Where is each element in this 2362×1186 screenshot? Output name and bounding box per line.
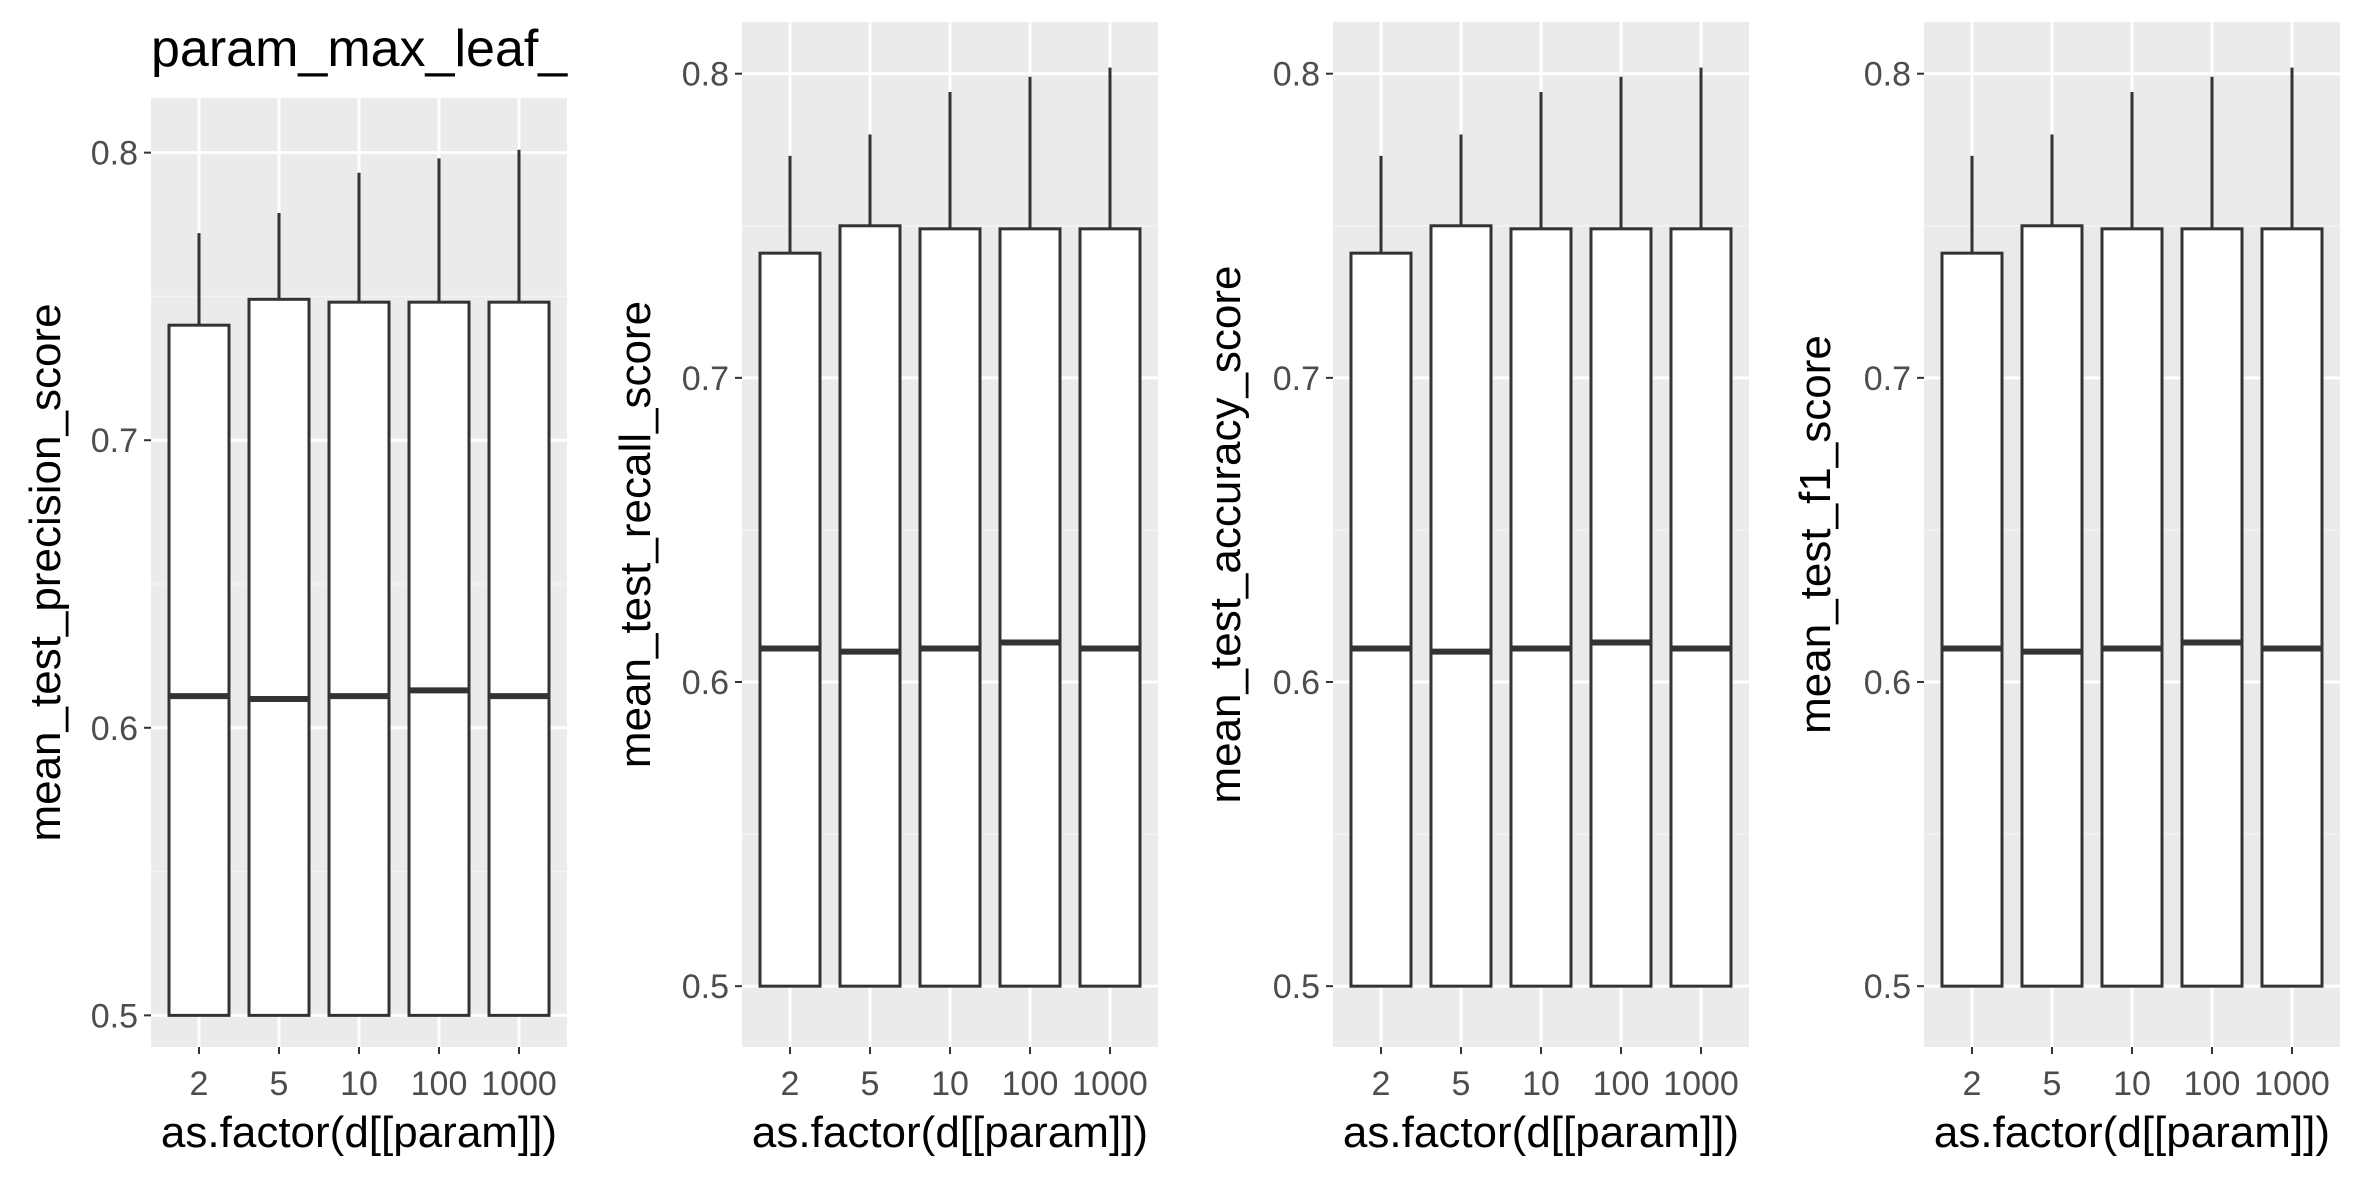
- box-5: [247, 213, 311, 1017]
- box-body: [918, 227, 982, 988]
- x-tick-label: 100: [2184, 1065, 2241, 1103]
- box-body: [1509, 227, 1573, 988]
- box-body: [327, 300, 391, 1017]
- x-axis-title: as.factor(d[[param]]): [1343, 1108, 1739, 1157]
- y-tick-label: 0.6: [1864, 664, 1911, 702]
- x-tick-label: 10: [340, 1065, 378, 1103]
- x-axis-title: as.factor(d[[param]]): [161, 1108, 557, 1157]
- x-tick-label: 2: [1372, 1065, 1391, 1103]
- y-tick-label: 0.7: [1273, 360, 1320, 398]
- x-tick-label: 100: [411, 1065, 468, 1103]
- box-10: [1509, 91, 1573, 988]
- box-body: [487, 300, 551, 1017]
- chart-panel: 0.5 0.6 0.7 0.8 2 5 10 100 1000 as.factor(d[[para…: [1791, 22, 2340, 1157]
- box-body: [1940, 251, 2004, 988]
- y-tick-label: 0.8: [682, 56, 729, 94]
- y-tick-label: 0.5: [1273, 968, 1320, 1006]
- box-100: [2180, 76, 2244, 988]
- x-tick-label: 5: [270, 1065, 289, 1103]
- y-tick-label: 0.5: [91, 997, 138, 1035]
- box-10: [918, 91, 982, 988]
- x-axis-title: as.factor(d[[param]]): [752, 1108, 1148, 1157]
- y-axis-title: mean_test_f1_score: [1791, 335, 1840, 734]
- x-tick-label: 100: [1002, 1065, 1059, 1103]
- box-2: [1940, 155, 2004, 988]
- chart-panel: 0.5 0.6 0.7 0.8 2 5 10 100 1000 as.factor(d[[para…: [21, 20, 568, 1157]
- chart-panel: 0.5 0.6 0.7 0.8 2 5 10 100 1000 as.factor(d[[para…: [611, 22, 1158, 1157]
- box-10: [327, 172, 391, 1017]
- x-tick-label: 1000: [1072, 1065, 1148, 1103]
- box-body: [758, 251, 822, 988]
- box-body: [1589, 227, 1653, 988]
- chart-title: param_max_leaf_: [151, 20, 568, 78]
- y-tick-label: 0.6: [1273, 664, 1320, 702]
- box-100: [1589, 76, 1653, 988]
- x-tick-label: 1000: [1663, 1065, 1739, 1103]
- box-1000: [487, 149, 551, 1017]
- box-1000: [1669, 67, 1733, 988]
- x-tick-label: 10: [2113, 1065, 2151, 1103]
- y-tick-label: 0.7: [91, 422, 138, 460]
- x-tick-label: 2: [781, 1065, 800, 1103]
- box-body: [998, 227, 1062, 988]
- chart-panel: 0.5 0.6 0.7 0.8 2 5 10 100 1000 as.factor(d[[para…: [1201, 22, 1749, 1157]
- box-2: [1349, 155, 1413, 988]
- y-axis-title: mean_test_precision_score: [21, 303, 70, 841]
- x-tick-label: 100: [1593, 1065, 1650, 1103]
- box-body: [1078, 227, 1142, 988]
- box-body: [2020, 224, 2084, 988]
- y-axis-title: mean_test_accuracy_score: [1201, 265, 1250, 803]
- y-tick-label: 0.7: [1864, 360, 1911, 398]
- box-body: [2180, 227, 2244, 988]
- box-5: [2020, 134, 2084, 988]
- y-axis-title: mean_test_recall_score: [611, 301, 660, 768]
- box-body: [247, 297, 311, 1017]
- x-tick-label: 2: [1963, 1065, 1982, 1103]
- box-10: [2100, 91, 2164, 988]
- y-tick-label: 0.8: [91, 135, 138, 173]
- box-2: [167, 233, 231, 1017]
- y-tick-label: 0.6: [682, 664, 729, 702]
- x-axis-title: as.factor(d[[param]]): [1934, 1108, 2330, 1157]
- box-body: [1669, 227, 1733, 988]
- x-tick-label: 2: [190, 1065, 209, 1103]
- x-tick-label: 10: [931, 1065, 969, 1103]
- box-body: [2100, 227, 2164, 988]
- y-tick-label: 0.5: [682, 968, 729, 1006]
- x-tick-label: 10: [1522, 1065, 1560, 1103]
- box-1000: [2260, 67, 2324, 988]
- box-2: [758, 155, 822, 988]
- box-5: [1429, 134, 1493, 988]
- box-body: [1349, 251, 1413, 988]
- box-body: [1429, 224, 1493, 988]
- x-tick-label: 1000: [481, 1065, 557, 1103]
- box-100: [407, 158, 471, 1017]
- box-body: [407, 300, 471, 1017]
- y-tick-label: 0.6: [91, 710, 138, 748]
- box-100: [998, 76, 1062, 988]
- box-body: [167, 323, 231, 1017]
- x-tick-label: 5: [2043, 1065, 2062, 1103]
- x-tick-label: 5: [1452, 1065, 1471, 1103]
- box-5: [838, 134, 902, 988]
- box-1000: [1078, 67, 1142, 988]
- y-tick-label: 0.8: [1864, 56, 1911, 94]
- box-body: [838, 224, 902, 988]
- y-tick-label: 0.5: [1864, 968, 1911, 1006]
- y-tick-label: 0.8: [1273, 56, 1320, 94]
- y-tick-label: 0.7: [682, 360, 729, 398]
- x-tick-label: 1000: [2254, 1065, 2330, 1103]
- x-tick-label: 5: [861, 1065, 880, 1103]
- box-body: [2260, 227, 2324, 988]
